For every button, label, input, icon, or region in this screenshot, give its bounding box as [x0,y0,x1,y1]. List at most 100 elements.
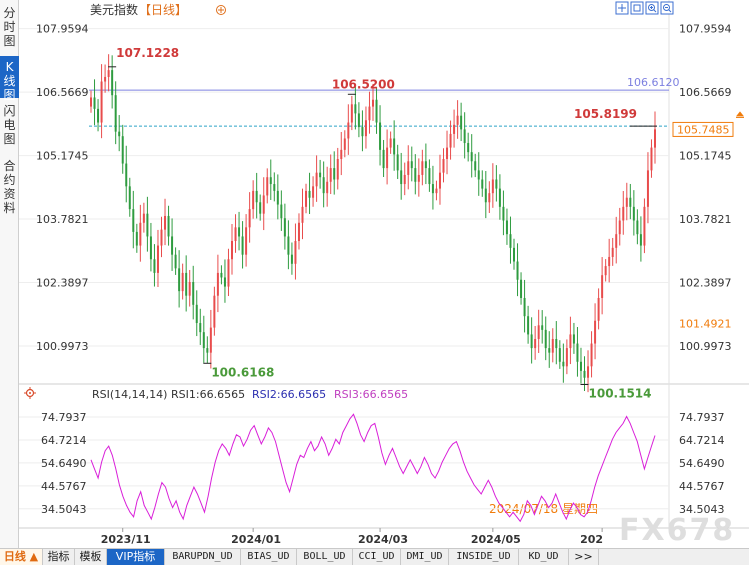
rsi-tick-right: 34.5043 [679,503,725,516]
candle [206,336,209,364]
candle [597,288,600,330]
side-tab-0[interactable]: 分时图 [3,6,16,48]
candle [135,223,138,253]
candle-body [128,186,131,210]
bottom-tab-11[interactable]: >> [569,549,599,565]
candle-body [167,215,170,237]
candle [319,159,322,189]
candle [259,194,262,221]
rsi-tick-right: 54.6490 [679,457,725,470]
side-tab-2[interactable]: 闪电图 [3,104,16,146]
candle [97,99,100,132]
candle-body [305,190,308,207]
candle-body [502,206,505,221]
candle [220,265,223,285]
candle-body [308,190,311,198]
candle-body [393,138,396,155]
candle [615,216,618,264]
side-tab-1[interactable]: K线图 [0,56,19,102]
zoom-out-icon[interactable] [660,1,674,15]
candle [354,86,357,130]
candle-body [294,241,297,264]
bottom-tab-7[interactable]: CCI_UD [353,549,401,565]
candle [498,174,501,220]
candle [146,196,149,252]
bottom-tab-4[interactable]: BARUPDN_UD [165,549,241,565]
candle [534,325,537,360]
candle [407,145,410,190]
price-tick-left: 107.9594 [36,23,89,36]
candle-body [202,332,205,349]
candle [523,279,526,333]
candle [636,209,639,245]
candle-body [389,138,392,148]
candle [167,205,170,246]
candle [181,263,184,300]
zoom-in-icon[interactable] [645,1,659,15]
candle [273,172,276,202]
candle-body [442,158,445,173]
candle [238,211,241,251]
candle-body [558,348,561,362]
bottom-tab-0[interactable]: 日线 ▲ [0,549,43,565]
candle-body [343,138,346,150]
candle-body [364,120,367,137]
bottom-tab-5[interactable]: BIAS_UD [241,549,297,565]
candle [100,64,103,139]
bottom-tab-6[interactable]: BOLL_UD [297,549,353,565]
candle [484,171,487,219]
candle-body [583,370,586,378]
plus-circle-icon[interactable] [216,5,226,15]
candle-body [114,95,117,132]
chart-area: 美元指数 【日线】 [19,0,749,548]
candle [477,152,480,196]
candle-body [382,149,385,169]
bottom-tab-9[interactable]: INSIDE_UD [449,549,519,565]
candle-body [608,256,611,267]
candle [132,190,135,249]
bottom-tab-1[interactable]: 指标 [43,549,75,565]
candle [156,229,159,287]
candle [576,327,579,377]
candle-body [520,279,523,298]
candle [118,115,121,152]
candle [463,112,466,159]
current-price: 105.7485 [677,123,730,136]
candle [544,316,547,361]
candle-body [354,104,357,114]
settings-gear-icon[interactable] [24,387,36,399]
price-tick-left: 100.9973 [36,340,89,353]
up-arrow-icon [736,111,744,118]
bottom-tab-3[interactable]: VIP指标 [107,549,165,565]
candle [301,188,304,240]
candle [428,159,431,192]
candle [424,143,427,185]
candle [410,146,413,182]
crosshair-icon[interactable] [615,1,629,15]
candle [520,272,523,305]
candle-body [322,177,325,194]
time-tick-label: 2024/05 [471,533,521,546]
candle [308,172,311,215]
candle-body [132,209,135,232]
fit-view-icon[interactable] [630,1,644,15]
bottom-tab-8[interactable]: DMI_UD [401,549,449,565]
annotation-low: 100.6168 [211,365,274,379]
candle [435,180,438,201]
side-tab-3[interactable]: 合约资料 [3,159,16,215]
candle-body [488,193,491,203]
candle-body [460,115,463,130]
bottom-tab-2[interactable]: 模板 [75,549,107,565]
candle-body [347,122,350,139]
candle-body [368,106,371,121]
candle [495,165,498,202]
candle [322,161,325,208]
bottom-tab-10[interactable]: KD_UD [519,549,569,565]
candle-body [192,282,195,305]
candle-body [431,184,434,194]
candle [347,104,350,155]
chart-canvas[interactable]: 美元指数 【日线】 [19,0,749,548]
candle [199,308,202,345]
candle [572,322,575,354]
candle-body [572,334,575,344]
